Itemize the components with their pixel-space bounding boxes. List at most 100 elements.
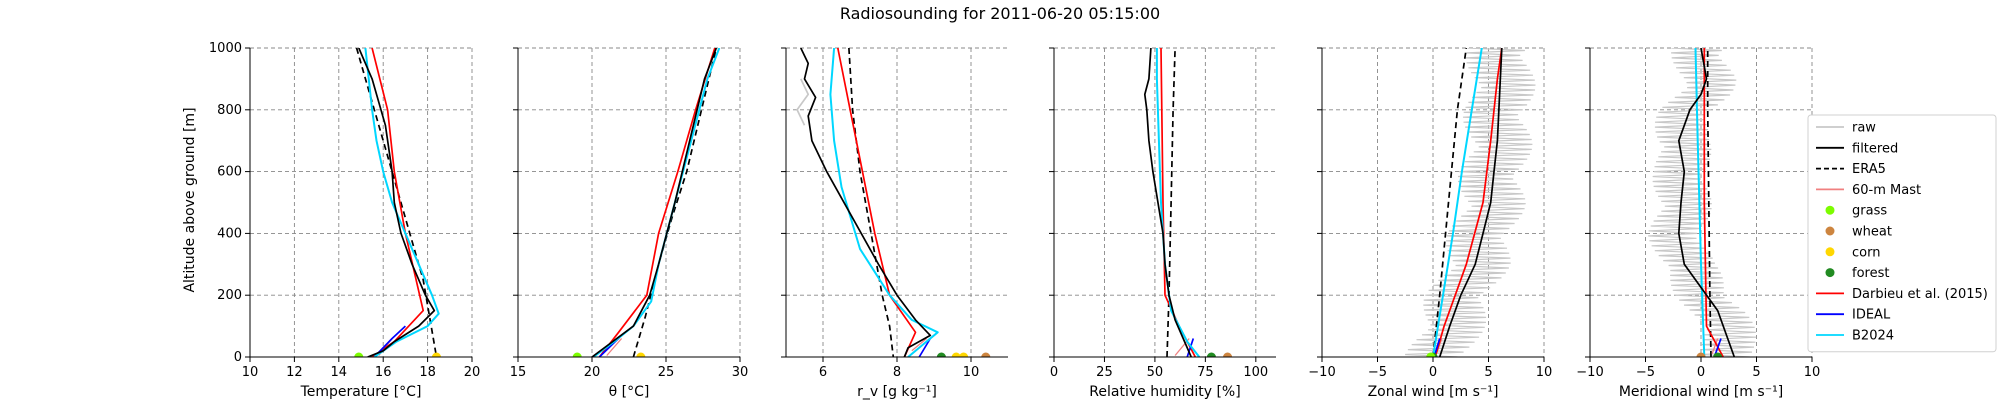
panel-1: 0 200 400 600 800 1000 10 12 14 16 18 20 Temperature… xyxy=(209,41,480,400)
x-tick-label: 25 xyxy=(658,365,675,380)
x-tick-label: 75 xyxy=(1197,365,1214,380)
legend-label: IDEAL xyxy=(1852,308,1891,323)
line-filtered xyxy=(800,48,932,357)
line-filtered xyxy=(1143,48,1192,357)
line-era5 xyxy=(632,48,718,357)
legend-marker xyxy=(1825,205,1835,215)
line-ideal xyxy=(918,338,932,357)
x-tick-label: 0 xyxy=(1050,365,1058,380)
line-filtered xyxy=(591,48,718,357)
point-corn xyxy=(636,352,646,357)
line-b2024 xyxy=(364,48,440,357)
legend-label: wheat xyxy=(1852,225,1892,240)
y-tick-label: 400 xyxy=(217,226,242,241)
axes: 0 200 400 600 800 1000 10 12 14 16 18 20 Temperature… xyxy=(209,41,480,400)
x-axis-label: Temperature [°C] xyxy=(300,384,422,400)
legend-label: ERA5 xyxy=(1852,162,1886,177)
line-60-m-mast xyxy=(1711,338,1719,355)
legend-item-corn: corn xyxy=(1825,245,1880,260)
x-tick-label: 6 xyxy=(819,365,827,380)
line-darbieu-et-al-2015 xyxy=(1703,48,1724,357)
x-tick-label: 0 xyxy=(1429,365,1437,380)
point-grass xyxy=(572,352,582,357)
point-corn xyxy=(959,352,969,357)
grid xyxy=(1053,47,1276,358)
x-tick-label: 12 xyxy=(286,365,303,380)
x-tick-label: 5 xyxy=(1484,365,1492,380)
axes: −10 −5 0 5 10 Meridional wind [m s⁻¹] xyxy=(1576,47,1821,400)
line-raw xyxy=(1648,48,1757,357)
panel-6: −10 −5 0 5 10 Meridional wind [m s⁻¹] xyxy=(1576,47,1821,400)
legend-label: corn xyxy=(1852,245,1880,260)
y-axis-label: Altitude above ground [m] xyxy=(182,107,198,292)
legend-label: 60-m Mast xyxy=(1852,183,1921,198)
line-filtered xyxy=(1677,48,1736,357)
legend-label: Darbieu et al. (2015) xyxy=(1852,287,1988,302)
series-group xyxy=(1405,48,1536,357)
legend-label: grass xyxy=(1852,204,1887,219)
axes: 6 8 10 r_v [g kg⁻¹] xyxy=(781,47,1008,400)
line-b2024 xyxy=(1694,48,1706,357)
point-wheat xyxy=(981,352,991,357)
series-group xyxy=(354,48,441,357)
line-ideal xyxy=(373,325,406,357)
x-axis-label: r_v [g kg⁻¹] xyxy=(857,384,937,400)
line-b2024 xyxy=(1432,48,1483,357)
line-era5 xyxy=(355,48,438,357)
x-tick-label: 14 xyxy=(331,365,348,380)
x-tick-label: 30 xyxy=(732,365,749,380)
point-forest xyxy=(1206,352,1216,357)
legend-label: forest xyxy=(1852,266,1889,281)
x-tick-label: 20 xyxy=(464,365,481,380)
x-tick-label: 100 xyxy=(1243,365,1268,380)
legend-item-darbieu-et-al-2015: Darbieu et al. (2015) xyxy=(1816,287,1988,302)
line-raw xyxy=(796,78,810,126)
x-axis-label: Meridional wind [m s⁻¹] xyxy=(1619,384,1783,400)
point-corn xyxy=(431,352,441,357)
series-group xyxy=(796,48,991,357)
legend-label: filtered xyxy=(1852,141,1898,156)
x-tick-label: −10 xyxy=(1308,365,1335,380)
axes: −10 −5 0 5 10 Zonal wind [m s⁻¹] xyxy=(1308,47,1552,400)
series-group xyxy=(1143,48,1233,357)
legend-item-60-m-mast: 60-m Mast xyxy=(1816,183,1921,198)
x-tick-label: −5 xyxy=(1368,365,1387,380)
legend-item-b2024: B2024 xyxy=(1816,329,1894,344)
y-tick-label: 800 xyxy=(217,103,242,118)
line-darbieu-et-al-2015 xyxy=(836,48,917,357)
legend-item-wheat: wheat xyxy=(1825,225,1892,240)
line-darbieu-et-al-2015 xyxy=(1434,48,1503,357)
x-tick-label: 8 xyxy=(893,365,901,380)
x-tick-label: 0 xyxy=(1697,365,1705,380)
x-tick-label: 16 xyxy=(375,365,392,380)
legend-frame xyxy=(1807,114,1997,353)
x-tick-label: −10 xyxy=(1576,365,1603,380)
x-tick-label: 15 xyxy=(510,365,527,380)
line-darbieu-et-al-2015 xyxy=(1160,48,1197,357)
line-60-m-mast xyxy=(911,338,928,352)
x-tick-label: 18 xyxy=(419,365,436,380)
line-darbieu-et-al-2015 xyxy=(598,48,716,357)
legend-marker xyxy=(1825,268,1835,278)
grid xyxy=(249,47,473,358)
point-forest xyxy=(1713,352,1723,357)
legend-label: B2024 xyxy=(1852,329,1894,344)
series-group xyxy=(572,48,721,357)
axes: 15 20 25 30 θ [°C] xyxy=(510,47,749,400)
x-tick-label: 20 xyxy=(584,365,601,380)
legend: raw filtered ERA5 60-m Mast grass wheat corn fo… xyxy=(1807,114,1997,353)
grid xyxy=(517,47,741,358)
series-group xyxy=(1648,48,1757,357)
line-ideal xyxy=(1186,338,1195,357)
line-era5 xyxy=(1166,48,1176,357)
point-corn xyxy=(951,352,961,357)
x-tick-label: 10 xyxy=(1804,365,1821,380)
x-tick-label: 5 xyxy=(1752,365,1760,380)
y-tick-label: 1000 xyxy=(209,41,242,56)
line-era5 xyxy=(1706,48,1712,357)
legend-item-filtered: filtered xyxy=(1816,141,1898,156)
x-tick-label: 50 xyxy=(1147,365,1164,380)
